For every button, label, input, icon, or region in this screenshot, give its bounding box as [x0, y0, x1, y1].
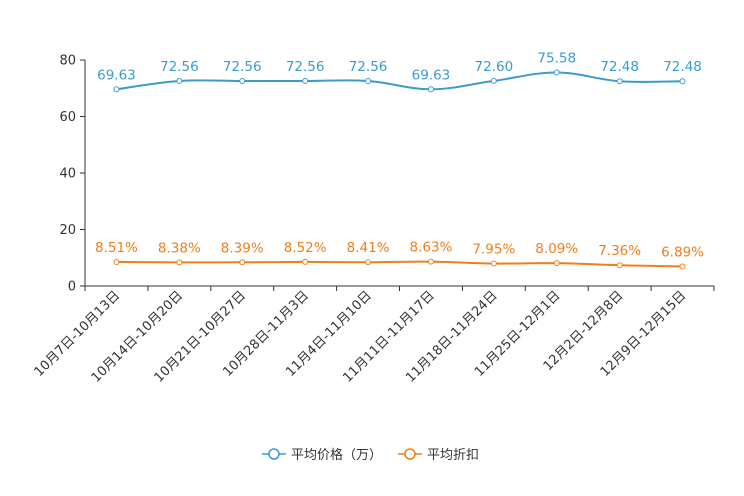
- data-label: 6.89%: [661, 245, 704, 261]
- data-label: 72.60: [475, 59, 514, 75]
- data-point: [302, 258, 309, 265]
- data-point: [176, 259, 183, 266]
- data-point: [427, 86, 434, 93]
- data-point: [490, 77, 497, 84]
- data-label: 8.39%: [221, 240, 264, 256]
- data-point: [490, 260, 497, 267]
- data-point: [553, 260, 560, 267]
- series-line: [116, 260, 683, 268]
- data-point: [365, 259, 372, 266]
- legend-marker-icon: [404, 448, 416, 460]
- legend-label: 平均折扣: [427, 448, 479, 463]
- data-point: [616, 262, 623, 269]
- data-label: 8.52%: [284, 240, 327, 256]
- series-line: [116, 71, 683, 91]
- data-label: 72.56: [286, 59, 325, 75]
- legend-item-2[interactable]: 平均折扣: [398, 448, 479, 463]
- data-label: 8.38%: [158, 240, 201, 256]
- legend[interactable]: 平均价格（万） 平均折扣: [262, 447, 479, 463]
- y-tick-label: 0: [68, 280, 76, 295]
- data-label: 72.56: [349, 59, 388, 75]
- data-point: [113, 86, 120, 93]
- data-point: [427, 258, 434, 265]
- y-tick-label: 40: [59, 167, 76, 182]
- data-label: 8.63%: [410, 240, 453, 256]
- data-label: 8.09%: [535, 241, 578, 257]
- data-point: [616, 78, 623, 85]
- data-label: 7.95%: [472, 242, 515, 258]
- series-layer: 69.63 72.56 72.56 72.56 72.56 69.63 72.60 75.58…: [95, 50, 704, 270]
- data-label: 69.63: [412, 67, 451, 83]
- data-label: 72.56: [160, 59, 199, 75]
- data-point: [679, 78, 686, 85]
- data-point: [239, 78, 246, 85]
- y-tick-label: 60: [59, 110, 76, 125]
- data-label: 7.36%: [598, 243, 641, 259]
- data-point: [302, 78, 309, 85]
- legend-item-1[interactable]: 平均价格（万）: [262, 447, 382, 463]
- axes: 02040608010月7日-10月13日10月14日-10月20日10月21日…: [32, 54, 715, 386]
- series-2: 8.51% 8.38% 8.39% 8.52% 8.41% 8.63% 7.95% 8.09%…: [95, 240, 704, 270]
- data-point: [239, 259, 246, 266]
- data-label: 8.41%: [347, 240, 390, 256]
- y-tick-label: 80: [59, 54, 76, 69]
- y-tick-label: 20: [59, 223, 76, 238]
- data-point: [113, 258, 120, 265]
- data-label: 72.48: [600, 59, 639, 75]
- legend-marker-icon: [268, 448, 280, 460]
- data-point: [553, 69, 560, 76]
- data-label: 75.58: [537, 50, 576, 66]
- legend-label: 平均价格（万）: [291, 447, 382, 463]
- data-point: [365, 78, 372, 85]
- data-label: 72.56: [223, 59, 262, 75]
- data-label: 8.51%: [95, 240, 138, 256]
- data-point: [679, 263, 686, 270]
- data-point: [176, 78, 183, 85]
- data-label: 69.63: [97, 67, 136, 83]
- data-label: 72.48: [663, 59, 702, 75]
- series-1: 69.63 72.56 72.56 72.56 72.56 69.63 72.60 75.58…: [97, 50, 702, 93]
